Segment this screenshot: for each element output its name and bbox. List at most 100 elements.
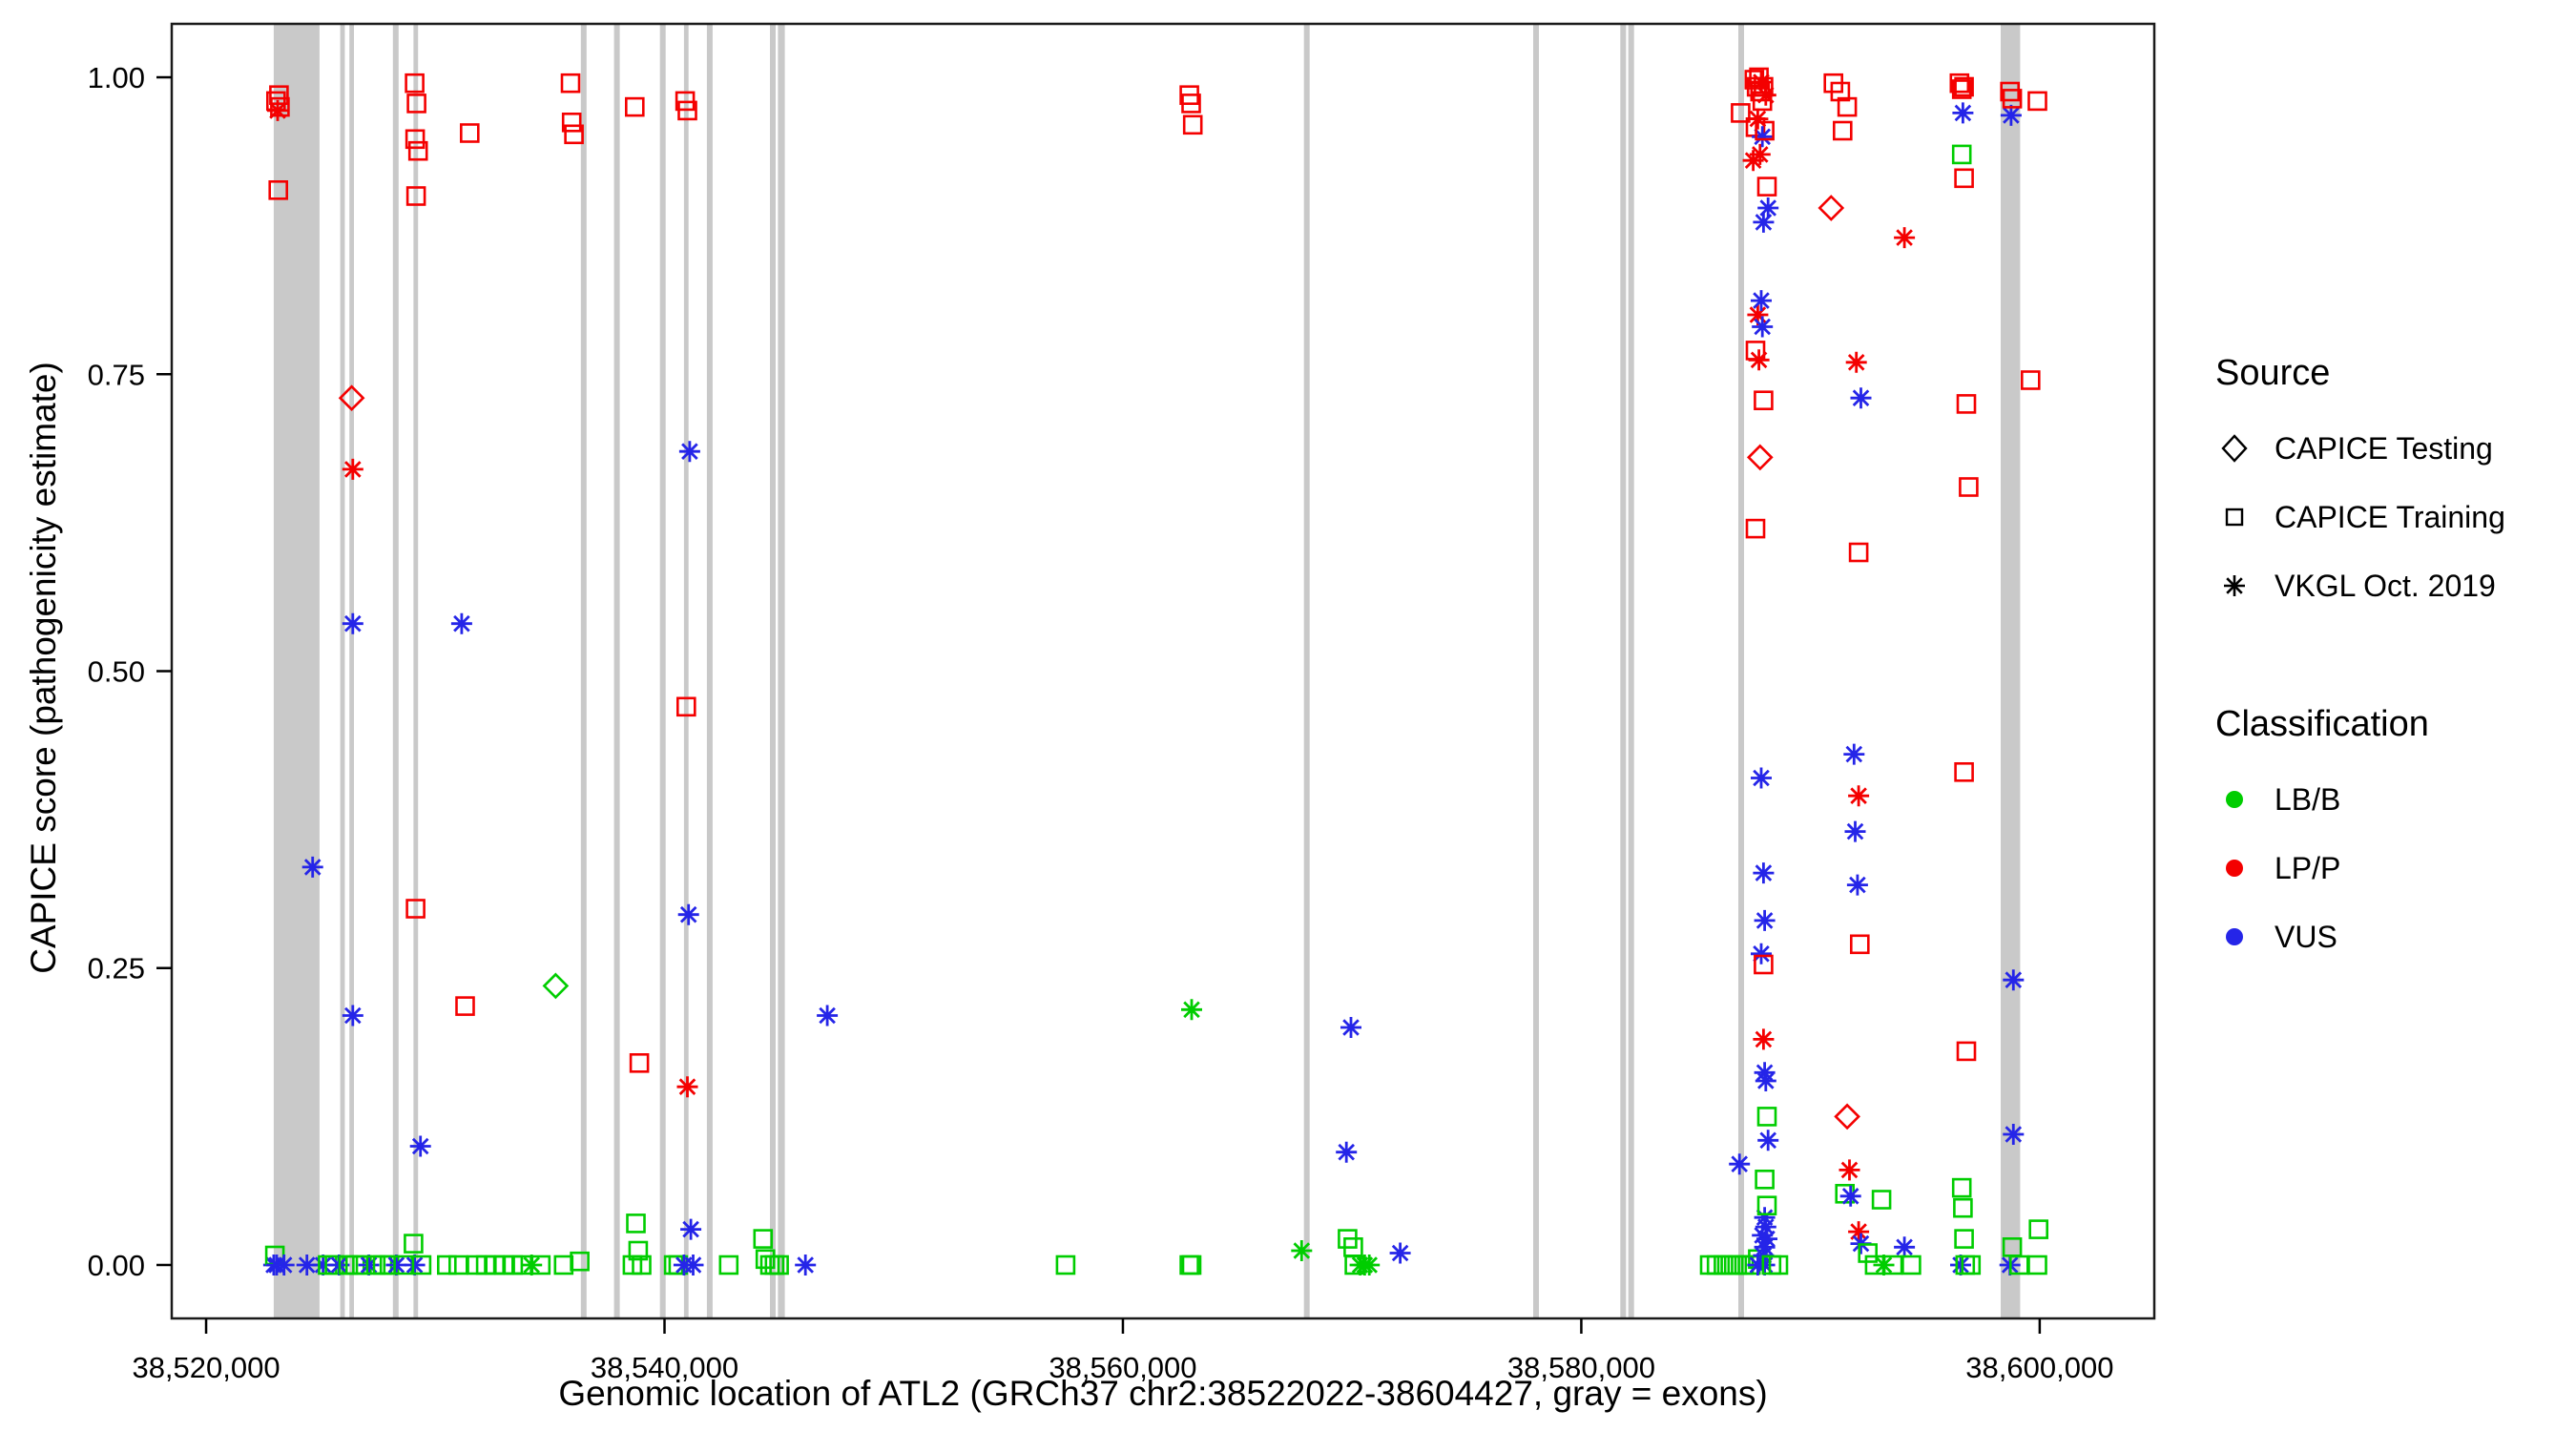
exon-band — [1620, 24, 1627, 1318]
exon-band — [613, 24, 620, 1318]
data-point — [1340, 1017, 1361, 1038]
data-point — [624, 96, 645, 117]
data-point — [2003, 1124, 2025, 1145]
exon-band — [580, 24, 587, 1318]
exon-bands — [273, 24, 2021, 1318]
exon-band — [1738, 24, 1744, 1318]
data-point — [301, 856, 323, 878]
x-tick-label: 38,600,000 — [1965, 1351, 2113, 1384]
legend-item-lpp: LP/P — [2215, 834, 2570, 902]
exon-band — [1303, 24, 1310, 1318]
data-point — [1729, 1153, 1751, 1175]
data-point — [1751, 943, 1772, 964]
data-point — [1181, 93, 1201, 114]
data-point — [1894, 1236, 1916, 1258]
data-point — [436, 1255, 457, 1275]
data-point — [1951, 144, 1972, 165]
legend: Source CAPICE Testing CAPICE Training VK… — [2215, 351, 2570, 971]
x-tick-label: 38,580,000 — [1507, 1351, 1655, 1384]
panel-border — [170, 22, 2156, 1320]
data-point — [1755, 1216, 1776, 1238]
data-points — [262, 67, 2048, 1275]
data-point — [2021, 370, 2041, 390]
data-point — [1731, 103, 1751, 123]
exon-band — [273, 24, 320, 1318]
data-point — [385, 1255, 407, 1275]
exon-band — [1628, 24, 1634, 1318]
legend-item-capice-testing: CAPICE Testing — [2215, 414, 2570, 483]
data-point — [2000, 104, 2022, 126]
exon-band — [392, 24, 399, 1318]
legend-item-label: LB/B — [2275, 781, 2341, 817]
data-point — [1756, 1195, 1777, 1215]
data-point — [2003, 969, 2025, 991]
data-point — [1756, 1107, 1777, 1127]
exon-band — [349, 24, 354, 1318]
data-point — [1839, 1185, 1861, 1207]
data-point — [2000, 81, 2020, 102]
data-point — [629, 1053, 650, 1073]
data-point — [1894, 227, 1916, 249]
data-point — [1952, 102, 1974, 124]
x-tick-label: 38,560,000 — [1049, 1351, 1196, 1384]
data-point — [1757, 1130, 1779, 1151]
exon-band — [340, 24, 345, 1318]
data-point — [1954, 76, 1974, 97]
data-point — [269, 85, 289, 105]
data-point — [1755, 1170, 1775, 1190]
data-point — [632, 1255, 652, 1275]
data-point — [267, 99, 288, 121]
data-point — [1954, 168, 1974, 189]
exon-band — [659, 24, 666, 1318]
axis-ticks: 38,520,000 38,540,000 38,560,000 38,580,000… — [88, 61, 2114, 1384]
data-point — [1756, 176, 1777, 197]
data-point — [1837, 96, 1858, 117]
red-dot-icon — [2226, 860, 2243, 877]
data-point — [1359, 1255, 1381, 1275]
data-point — [405, 899, 426, 919]
y-tick-label: 1.00 — [88, 61, 145, 94]
data-point — [404, 1255, 426, 1275]
data-point — [1848, 1221, 1870, 1243]
legend-source-title: Source — [2215, 353, 2331, 393]
legend-item-vus: VUS — [2215, 902, 2570, 971]
data-point — [1850, 934, 1870, 955]
legend-item-label: CAPICE Training — [2275, 499, 2505, 534]
legend-item-label: CAPICE Testing — [2275, 430, 2493, 466]
data-point — [675, 696, 696, 717]
data-point — [753, 1229, 774, 1249]
legend-item-vkgl: VKGL Oct. 2019 — [2215, 551, 2570, 620]
data-point — [1844, 820, 1866, 842]
data-point — [1751, 72, 1772, 93]
exon-band — [778, 24, 785, 1318]
square-icon — [2225, 508, 2244, 527]
data-point — [1839, 1159, 1860, 1181]
x-tick-label: 38,540,000 — [591, 1351, 738, 1384]
data-point — [2027, 91, 2047, 112]
data-point — [342, 458, 364, 480]
data-point — [1843, 743, 1865, 765]
data-point — [1848, 785, 1870, 807]
legend-item-label: LP/P — [2275, 850, 2341, 885]
data-point — [1953, 1197, 1973, 1218]
data-point — [405, 186, 426, 206]
data-point — [270, 96, 290, 117]
exon-band — [683, 24, 689, 1318]
data-point — [676, 1076, 698, 1098]
data-point — [1768, 1255, 1789, 1275]
data-point — [570, 1251, 590, 1272]
data-point — [677, 100, 697, 121]
data-point — [1754, 954, 1774, 975]
data-point — [1830, 81, 1851, 102]
data-point — [1954, 761, 1974, 782]
data-point — [1949, 73, 1970, 93]
data-point — [564, 124, 584, 145]
legend-spacer — [2215, 620, 2570, 702]
data-point — [1181, 1255, 1202, 1275]
data-point — [1757, 197, 1779, 218]
data-point — [411, 1255, 432, 1275]
data-point — [677, 903, 699, 925]
data-point — [268, 180, 289, 200]
